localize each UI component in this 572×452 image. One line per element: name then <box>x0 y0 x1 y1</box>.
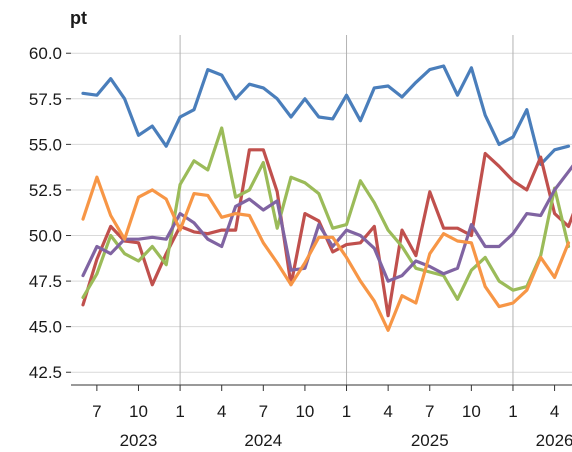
x-year-label: 2023 <box>120 431 158 450</box>
x-tick-label: 7 <box>425 402 434 421</box>
series-lines <box>81 64 572 332</box>
x-axis-ticks: 7 10 1 4 7 10 1 4 7 10 1 4 2023 2024 2025 2026 <box>92 385 572 450</box>
y-tick-label: 60.0 <box>29 44 62 63</box>
y-tick-label: 42.5 <box>29 363 62 382</box>
x-tick-label: 7 <box>92 402 101 421</box>
series-line-1 <box>81 64 571 166</box>
x-tick-label: 7 <box>259 402 268 421</box>
x-tick-label: 10 <box>295 402 314 421</box>
x-tick-label: 1 <box>508 402 517 421</box>
x-tick-label: 4 <box>217 402 226 421</box>
y-unit-label: pt <box>70 8 87 28</box>
x-tick-label: 10 <box>462 402 481 421</box>
gridlines <box>71 35 572 385</box>
x-tick-label: 1 <box>175 402 184 421</box>
series-line-3 <box>81 126 571 301</box>
x-tick-label: 4 <box>550 402 559 421</box>
y-axis-ticks: 42.5 45.0 47.5 50.0 52.5 55.0 57.5 60.0 <box>29 44 71 382</box>
x-year-label: 2025 <box>411 431 449 450</box>
series-line-4 <box>81 164 572 283</box>
y-tick-label: 57.5 <box>29 90 62 109</box>
y-tick-label: 55.0 <box>29 135 62 154</box>
x-tick-label: 4 <box>383 402 392 421</box>
series-line-5 <box>81 175 571 332</box>
y-tick-label: 52.5 <box>29 181 62 200</box>
y-tick-label: 50.0 <box>29 227 62 246</box>
x-year-label: 2026 <box>536 431 572 450</box>
y-tick-label: 47.5 <box>29 272 62 291</box>
x-year-label: 2024 <box>244 431 282 450</box>
y-tick-label: 45.0 <box>29 318 62 337</box>
series-line-2 <box>81 148 572 318</box>
x-tick-label: 10 <box>129 402 148 421</box>
x-tick-label: 1 <box>342 402 351 421</box>
